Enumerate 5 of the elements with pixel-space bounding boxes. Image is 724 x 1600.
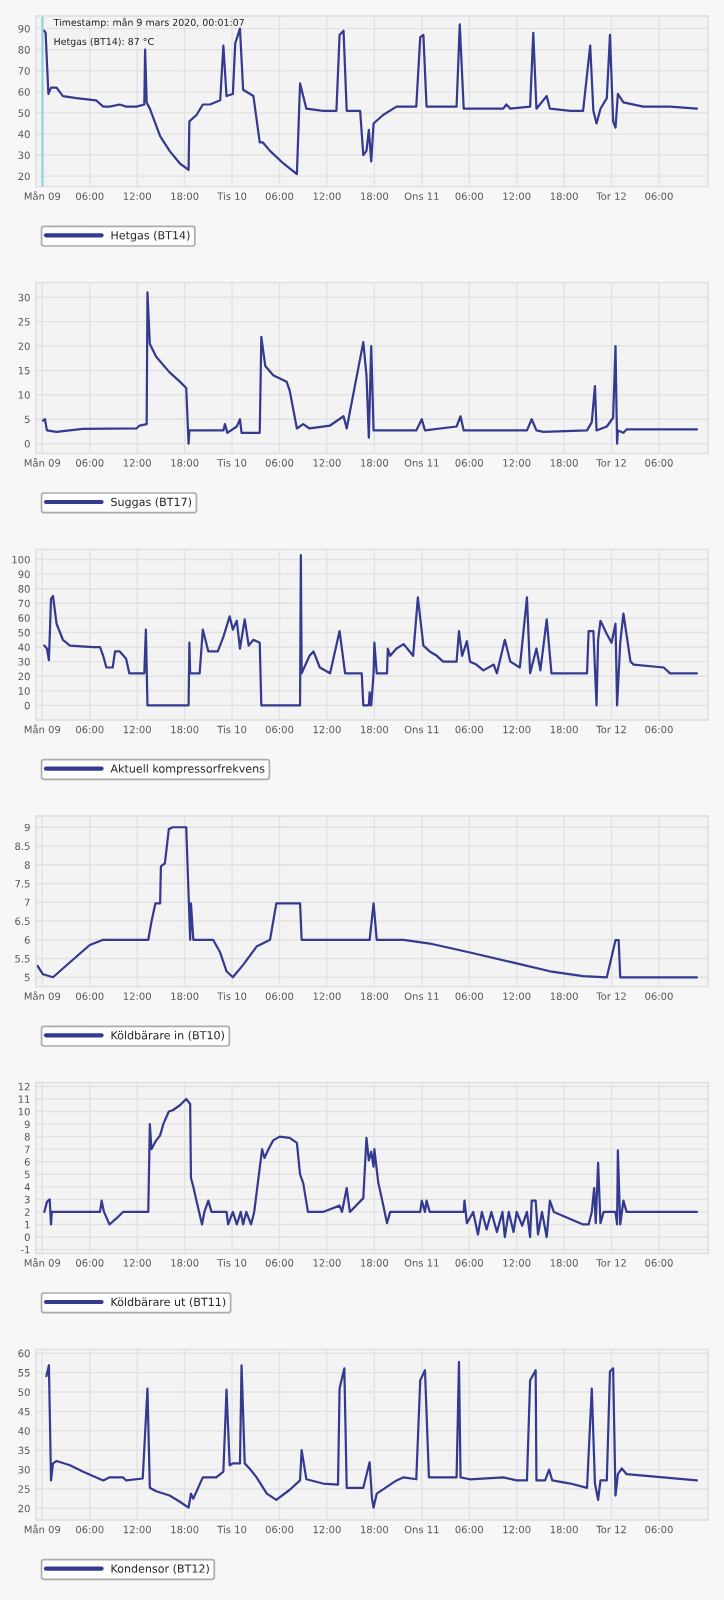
line-series — [45, 1361, 699, 1509]
line-series — [36, 826, 699, 979]
line-series — [43, 554, 699, 707]
line-series — [43, 1097, 699, 1239]
line-series — [41, 291, 699, 445]
